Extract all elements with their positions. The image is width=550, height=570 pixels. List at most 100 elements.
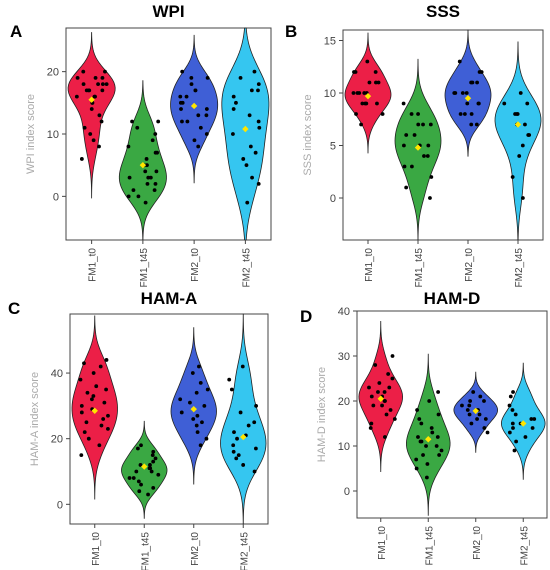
data-point bbox=[428, 122, 433, 127]
y-axis-label: SSS index score bbox=[302, 94, 314, 175]
data-point bbox=[241, 463, 246, 467]
data-point bbox=[482, 399, 486, 403]
data-point bbox=[235, 436, 239, 441]
data-point bbox=[89, 107, 94, 111]
data-point bbox=[149, 469, 154, 474]
data-point bbox=[196, 144, 201, 149]
x-tick-label: FM1_t0 bbox=[88, 248, 99, 282]
data-point bbox=[247, 113, 252, 118]
data-point bbox=[179, 107, 183, 111]
data-point bbox=[462, 112, 467, 116]
data-point bbox=[465, 408, 470, 412]
data-point bbox=[419, 439, 424, 444]
data-point bbox=[234, 456, 239, 461]
data-point bbox=[469, 421, 474, 426]
data-point bbox=[148, 175, 153, 180]
data-point bbox=[436, 390, 441, 394]
x-tick-label: FM2_t45 bbox=[514, 248, 525, 288]
data-point bbox=[79, 410, 84, 415]
data-point bbox=[202, 403, 207, 408]
data-point bbox=[87, 88, 92, 93]
violin-chart: 0 20 40 HAM-A index score FM1_t0 FM1_t45 FM2_t… bbox=[29, 313, 269, 570]
data-point bbox=[78, 377, 83, 382]
data-point bbox=[229, 387, 234, 392]
data-point bbox=[469, 122, 474, 127]
x-tick-label: FM2_t0 bbox=[464, 248, 475, 282]
data-point bbox=[106, 413, 110, 418]
data-point bbox=[485, 430, 490, 435]
data-point bbox=[482, 426, 487, 430]
data-point bbox=[180, 69, 185, 74]
data-point bbox=[384, 412, 389, 417]
y-axis-label: WPI index score bbox=[25, 94, 37, 174]
data-point bbox=[419, 421, 424, 426]
x-tick-label: FM2_t0 bbox=[190, 248, 201, 282]
data-point bbox=[483, 417, 488, 421]
data-point bbox=[520, 143, 525, 148]
data-point bbox=[475, 80, 479, 85]
data-point bbox=[256, 119, 261, 124]
data-point bbox=[90, 397, 94, 402]
x-tick-label: FM1_t0 bbox=[364, 248, 375, 282]
y-axis-label: HAM-A index score bbox=[29, 372, 41, 466]
data-point bbox=[392, 417, 397, 421]
data-point bbox=[86, 436, 91, 441]
data-point bbox=[227, 377, 232, 382]
data-point bbox=[357, 91, 362, 95]
violin-FM2_t45 bbox=[220, 313, 267, 525]
data-point bbox=[377, 381, 382, 385]
x-tick-label: FM2_t0 bbox=[472, 526, 483, 560]
data-point bbox=[104, 358, 109, 362]
data-point bbox=[252, 420, 257, 425]
mean-marker bbox=[364, 92, 372, 100]
data-point bbox=[104, 387, 108, 392]
data-point bbox=[198, 381, 203, 385]
data-point bbox=[103, 69, 107, 74]
violin-chart: 0 5 10 15 SSS index score FM1_t0 FM1_t45 FM2_t0… bbox=[302, 29, 544, 288]
data-point bbox=[153, 181, 158, 186]
data-point bbox=[152, 188, 157, 193]
data-point bbox=[476, 101, 481, 106]
data-point bbox=[367, 80, 372, 85]
mean-marker bbox=[472, 407, 479, 415]
data-point bbox=[508, 394, 513, 399]
data-point bbox=[190, 371, 195, 375]
x-tick-label: FM2_t45 bbox=[241, 248, 252, 288]
data-point bbox=[507, 403, 512, 408]
data-point bbox=[156, 472, 161, 477]
data-point bbox=[74, 94, 79, 99]
data-point bbox=[204, 107, 209, 111]
data-point bbox=[189, 82, 194, 87]
data-point bbox=[198, 125, 203, 130]
data-point bbox=[371, 403, 376, 408]
data-point bbox=[365, 59, 370, 64]
data-point bbox=[383, 435, 387, 439]
data-point bbox=[99, 423, 104, 428]
data-point bbox=[232, 430, 236, 435]
data-point bbox=[136, 446, 140, 451]
data-point bbox=[137, 489, 142, 494]
data-point bbox=[386, 372, 391, 376]
data-point bbox=[252, 69, 257, 74]
data-point bbox=[532, 417, 537, 421]
mean-marker bbox=[514, 121, 522, 128]
data-point bbox=[457, 59, 462, 64]
data-point bbox=[191, 417, 196, 421]
y-tick-label: 0 bbox=[344, 486, 350, 498]
data-point bbox=[252, 469, 257, 474]
data-point bbox=[236, 453, 241, 457]
data-point bbox=[256, 82, 261, 87]
data-point bbox=[102, 400, 107, 405]
data-point bbox=[426, 143, 431, 148]
violin-FM2_t0 bbox=[170, 327, 217, 485]
data-point bbox=[96, 82, 100, 87]
data-point bbox=[127, 175, 132, 180]
y-tick-label: 40 bbox=[51, 368, 63, 380]
data-point bbox=[359, 122, 363, 127]
data-point bbox=[256, 88, 260, 93]
data-point bbox=[79, 453, 84, 457]
data-point bbox=[100, 88, 105, 93]
data-point bbox=[75, 75, 80, 80]
chart-title: HAM-A bbox=[140, 289, 198, 308]
data-point bbox=[106, 426, 110, 431]
